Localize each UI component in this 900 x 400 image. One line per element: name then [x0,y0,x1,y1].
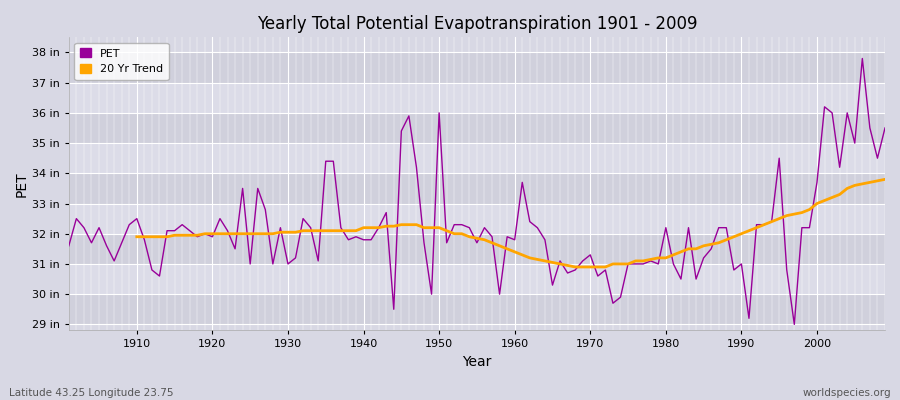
20 Yr Trend [305,228,316,233]
20 Yr Trend [827,195,838,200]
Title: Yearly Total Potential Evapotranspiration 1901 - 2009: Yearly Total Potential Evapotranspiratio… [256,15,698,33]
PET [124,222,135,227]
PET [501,234,512,239]
20 Yr Trend [570,264,580,269]
X-axis label: Year: Year [463,355,491,369]
PET [789,322,800,327]
PET [857,56,868,61]
20 Yr Trend [879,177,890,182]
Bar [68,204,885,234]
Text: worldspecies.org: worldspecies.org [803,388,891,398]
Bar [68,264,885,294]
Bar [68,294,885,324]
PET [63,244,74,248]
Text: Latitude 43.25 Longitude 23.75: Latitude 43.25 Longitude 23.75 [9,388,174,398]
Line: 20 Yr Trend: 20 Yr Trend [137,179,885,267]
PET [290,256,301,260]
20 Yr Trend [131,234,142,239]
Bar [68,52,885,83]
PET [509,237,520,242]
Y-axis label: PET: PET [15,171,29,197]
PET [879,126,890,130]
Bar [68,113,885,143]
20 Yr Trend [850,183,860,188]
Bar [68,83,885,113]
Bar [68,234,885,264]
20 Yr Trend [275,230,286,235]
20 Yr Trend [585,264,596,269]
20 Yr Trend [517,252,527,257]
Line: PET: PET [68,58,885,324]
PET [336,225,346,230]
PET [600,268,611,272]
Bar [68,143,885,173]
Legend: PET, 20 Yr Trend: PET, 20 Yr Trend [75,43,168,80]
Bar [68,173,885,204]
